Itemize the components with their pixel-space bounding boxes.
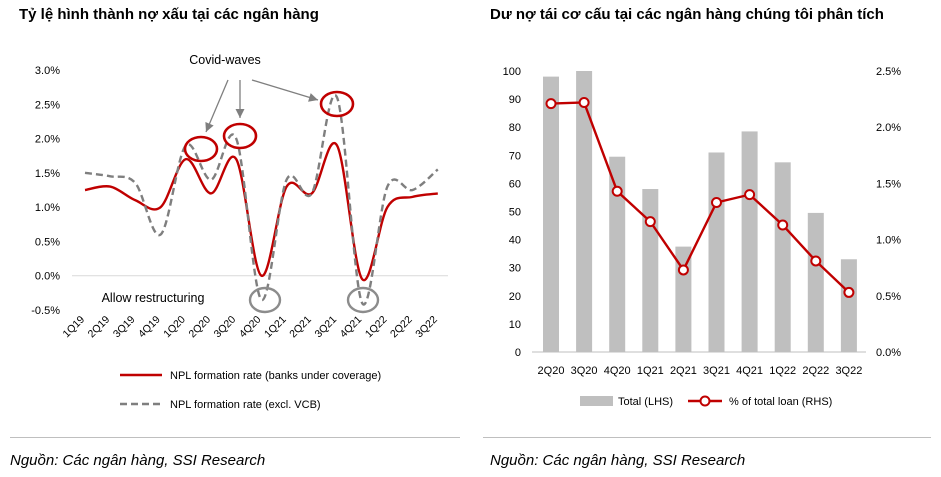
legend-label-pct-total-loan: % of total loan (RHS) — [729, 396, 832, 408]
annotation-allow-restructuring: Allow restructuring — [102, 291, 205, 305]
legend-swatch-pct-marker — [699, 395, 711, 407]
line-point-pct-total-loan — [578, 96, 590, 108]
covid-arrow-1 — [205, 79, 229, 133]
y-left-tick-label: 20 — [509, 291, 521, 303]
legend-label-banks-under-coverage: NPL formation rate (banks under coverage… — [170, 370, 381, 382]
x-tick-label: 2Q22 — [802, 365, 829, 377]
x-tick-label: 3Q20 — [571, 365, 598, 377]
y-tick-label: 1.5% — [35, 168, 60, 180]
right-source-note: Nguồn: Các ngân hàng, SSI Research — [490, 452, 746, 469]
left-chart-title: Tỷ lệ hình thành nợ xấu tại các ngân hàn… — [19, 6, 319, 23]
series-line-pct-total-loan — [550, 101, 850, 294]
legend-label-total: Total (LHS) — [618, 396, 673, 408]
y-right-tick-label: 1.0% — [876, 235, 901, 247]
left-footer-divider — [10, 437, 460, 438]
y-left-tick-label: 40 — [509, 235, 521, 247]
right-footer-divider — [483, 437, 931, 438]
y-left-tick-label: 0 — [515, 347, 521, 359]
x-tick-label: 3Q21 — [703, 365, 730, 377]
legend-swatch-total — [580, 396, 613, 406]
bar-total — [807, 212, 824, 352]
covid-circle-1 — [183, 135, 219, 163]
line-point-pct-total-loan — [843, 286, 855, 298]
covid-circle-3 — [319, 90, 355, 118]
covid-circle-2 — [222, 122, 258, 150]
line-point-pct-total-loan — [810, 255, 822, 267]
restructuring-circle-2 — [346, 286, 380, 314]
x-tick-label: 4Q21 — [736, 365, 763, 377]
y-right-tick-label: 2.0% — [876, 122, 901, 134]
x-tick-label: 2Q21 — [670, 365, 697, 377]
bar-total — [543, 76, 559, 353]
y-left-tick-label: 90 — [509, 94, 521, 106]
y-left-tick-label: 70 — [509, 150, 521, 162]
bar-total — [840, 259, 857, 352]
y-tick-label: 0.0% — [35, 271, 60, 283]
x-tick-label: 1Q22 — [769, 365, 796, 377]
series-line-excl-vcb — [84, 94, 439, 306]
y-left-tick-label: 100 — [503, 66, 521, 78]
bar-total — [708, 152, 725, 352]
y-tick-label: 2.0% — [35, 134, 60, 146]
covid-arrow-3 — [251, 79, 319, 101]
annotation-covid-waves: Covid-waves — [189, 53, 261, 67]
line-point-pct-total-loan — [611, 185, 623, 197]
right-chart-title: Dư nợ tái cơ cấu tại các ngân hàng chúng… — [490, 6, 884, 23]
y-left-tick-label: 60 — [509, 178, 521, 190]
covid-arrow-3-head — [308, 93, 318, 102]
left-chart-npl-formation: -0.5%0.0%0.5%1.0%1.5%2.0%2.5%3.0%1Q192Q1… — [31, 53, 448, 411]
x-tick-label: 1Q21 — [637, 365, 664, 377]
y-right-tick-label: 0.5% — [876, 291, 901, 303]
right-chart-restructured-loans: 0 10 20 30 40 50 60 70 80 90 100 0.0% 0.5% 1.0% 1.5% 2.… — [503, 66, 902, 408]
bar-total — [774, 162, 791, 352]
y-left-tick-label: 30 — [509, 263, 521, 275]
y-left-tick-label: 50 — [509, 207, 521, 219]
legend-label-excl-vcb: NPL formation rate (excl. VCB) — [170, 399, 321, 411]
line-point-pct-total-loan — [644, 216, 656, 228]
y-right-tick-label: 0.0% — [876, 347, 901, 359]
y-tick-label: 1.0% — [35, 202, 60, 214]
restructuring-circle-1 — [248, 286, 282, 314]
y-tick-label: 3.0% — [35, 65, 60, 77]
y-right-tick-label: 2.5% — [876, 66, 901, 78]
left-source-note: Nguồn: Các ngân hàng, SSI Research — [10, 452, 266, 469]
line-point-pct-total-loan — [545, 98, 557, 110]
y-left-tick-label: 80 — [509, 122, 521, 134]
x-tick-label: 3Q22 — [835, 365, 862, 377]
line-point-pct-total-loan — [744, 189, 756, 201]
y-right-tick-label: 1.5% — [876, 178, 901, 190]
bar-total — [576, 71, 593, 352]
x-tick-label: 4Q20 — [604, 365, 631, 377]
line-point-pct-total-loan — [711, 197, 722, 209]
y-tick-label: -0.5% — [31, 305, 60, 317]
line-point-pct-total-loan — [777, 219, 789, 231]
line-point-pct-total-loan — [677, 264, 689, 276]
covid-arrow-2-head — [235, 109, 245, 118]
y-tick-label: 2.5% — [35, 99, 60, 111]
bar-total — [642, 189, 659, 352]
y-left-tick-label: 10 — [509, 319, 521, 331]
bar-total — [609, 156, 626, 352]
y-tick-label: 0.5% — [35, 236, 60, 248]
x-tick-label: 2Q20 — [538, 365, 565, 377]
bar-total — [741, 131, 758, 352]
covid-arrow-1-head — [205, 121, 214, 132]
